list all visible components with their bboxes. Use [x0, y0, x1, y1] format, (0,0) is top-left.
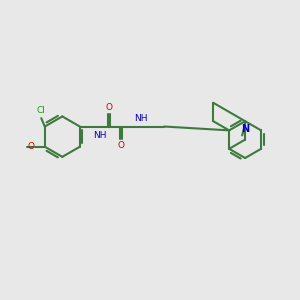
Text: NH: NH — [134, 114, 147, 123]
Text: O: O — [117, 141, 124, 150]
Text: O: O — [106, 103, 112, 112]
Text: Cl: Cl — [37, 106, 45, 115]
Text: O: O — [27, 142, 34, 151]
Text: N: N — [241, 124, 249, 134]
Text: NH: NH — [94, 131, 107, 140]
